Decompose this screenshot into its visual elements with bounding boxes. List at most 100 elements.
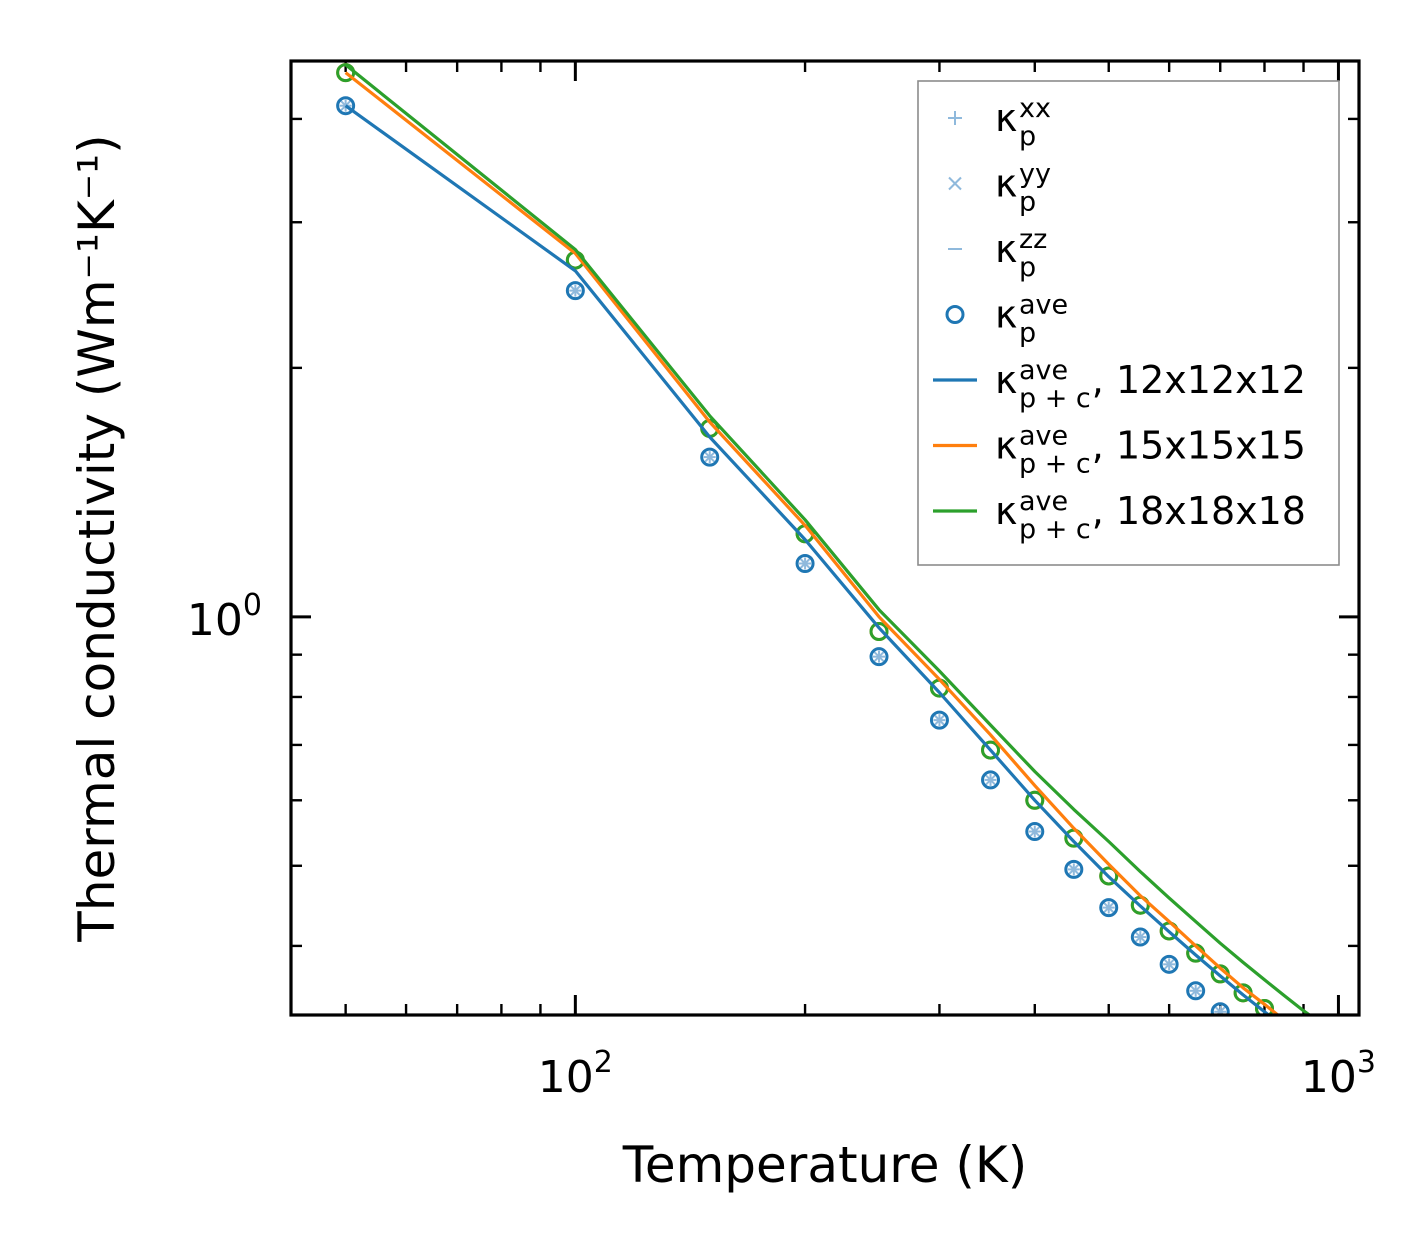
x-tick-label-base: 10 <box>1301 1052 1357 1103</box>
marker-kp_ave_18 <box>1254 999 1274 1015</box>
marker-kp_ave_12 <box>1064 859 1084 879</box>
marker-kp_ave_12 <box>1210 1002 1230 1015</box>
legend-label-subscript: p <box>1019 187 1036 218</box>
point-kp_ave_12 <box>1159 954 1179 974</box>
point-kp_ave_18 <box>1025 790 1045 810</box>
point-kp_ave_18 <box>981 740 1001 760</box>
minor-ticks <box>291 61 1359 1015</box>
marker-kp_ave_18 <box>981 740 1001 760</box>
line-kpc_ave_18 <box>344 63 1313 1015</box>
legend-label-subscript: p <box>1019 318 1036 349</box>
marker-kp-yy <box>1134 931 1147 943</box>
marker-kp_ave_18 <box>1025 790 1045 810</box>
y-tick-label: 100 <box>187 588 262 646</box>
marker-kp-yy <box>704 451 716 463</box>
point-kp_ave_18 <box>1254 999 1274 1015</box>
point-kp_ave_12 <box>1099 898 1119 918</box>
legend-box <box>917 80 1340 566</box>
legend-label-symbol: κ <box>995 424 1017 468</box>
y-axis-label: Thermal conductivity (Wm⁻¹K⁻¹) <box>68 134 126 942</box>
marker-kp_ave_12 <box>1130 927 1150 947</box>
point-kp_ave_12 <box>1064 859 1084 879</box>
series-kpc_ave_12 <box>344 104 1272 1015</box>
legend-label-superscript: yy <box>1019 159 1051 190</box>
legend-label-subscript: p <box>1019 252 1036 283</box>
marker-kp-yy <box>569 284 582 297</box>
legend-label-subscript: p + c <box>1019 514 1091 545</box>
legend-label-symbol: κ <box>995 96 1017 140</box>
point-kp_ave_18 <box>1099 866 1119 886</box>
marker-kp-yy <box>873 650 885 663</box>
marker-kp-yy <box>799 557 811 570</box>
series-kp_ave_12 <box>336 96 1230 1015</box>
marker-kp_ave_18 <box>869 621 889 641</box>
point-kp_ave_12 <box>795 554 815 574</box>
x-tick-label: 102 <box>538 1045 613 1103</box>
marker-kp-yy <box>1068 863 1080 876</box>
legend-label-subscript: p <box>1019 121 1036 152</box>
plot-frame <box>289 59 1361 1017</box>
marker-kp_ave_12 <box>981 770 1001 790</box>
legend-label-symbol: κ <box>995 293 1017 337</box>
legend-label-suffix: , 15x15x15 <box>1092 424 1306 468</box>
y-tick-label-base: 10 <box>187 595 243 646</box>
marker-kp_ave_12 <box>700 447 720 467</box>
marker-kp_ave_12 <box>1025 822 1045 842</box>
point-kp_ave_12 <box>1130 927 1150 947</box>
legend-marker-x <box>948 176 962 191</box>
marker-kp-yy <box>1215 1006 1226 1015</box>
point-kp_ave_12 <box>1210 1002 1230 1015</box>
legend-label-subscript: p + c <box>1019 383 1091 414</box>
marker-kp-yy <box>1103 901 1115 914</box>
x-tick-label-exponent: 3 <box>1357 1045 1376 1080</box>
legend-label-symbol: κ <box>995 227 1017 271</box>
marker-kp-yy <box>1029 825 1041 838</box>
point-kp_ave_12 <box>1025 822 1045 842</box>
x-tick-label: 103 <box>1301 1045 1376 1103</box>
series-kpc_ave_15 <box>344 71 1281 1015</box>
point-kp_ave_12 <box>700 447 720 467</box>
marker-kp_ave_12 <box>336 96 356 116</box>
point-kp_ave_12 <box>869 647 889 667</box>
marker-kp_ave_12 <box>929 710 949 730</box>
marker-kp-yy <box>984 774 997 786</box>
series-kpc_ave_18 <box>344 63 1313 1015</box>
line-kpc_ave_12 <box>344 104 1272 1015</box>
point-kp_ave_12 <box>1186 981 1206 1001</box>
x-axis-label: Temperature (K) <box>622 1136 1027 1194</box>
legend-label-superscript: ave <box>1019 486 1068 517</box>
legend-label-symbol: κ <box>995 358 1017 402</box>
legend-label-superscript: ave <box>1019 421 1068 452</box>
point-kp_ave_12 <box>565 281 585 301</box>
legend-label-superscript: ave <box>1019 290 1068 321</box>
marker-kp-yy <box>1189 985 1202 997</box>
x-tick-label-exponent: 2 <box>594 1045 613 1080</box>
marker-kp-yy <box>1163 958 1175 971</box>
marker-kp_ave_12 <box>565 281 585 301</box>
legend-entry-2: κ zzp <box>948 224 1047 283</box>
point-kp_ave_12 <box>981 770 1001 790</box>
marker-kp_ave_12 <box>795 554 815 574</box>
legend-label-superscript: ave <box>1019 355 1068 386</box>
legend-label-symbol: κ <box>995 162 1017 206</box>
legend-label-subscript: p + c <box>1019 449 1091 480</box>
legend-entry-1: κ yyp <box>948 159 1051 218</box>
legend-label-suffix: , 12x12x12 <box>1092 358 1306 402</box>
marker-kp-yy <box>933 714 946 726</box>
marker-kp_ave_12 <box>1159 954 1179 974</box>
line-kpc_ave_15 <box>344 71 1281 1015</box>
point-kp_ave_12 <box>929 710 949 730</box>
legend-marker-circle <box>945 305 965 324</box>
legend-label-superscript: xx <box>1019 93 1051 124</box>
major-ticks <box>291 61 1359 1015</box>
marker-kp_ave_12 <box>1099 898 1119 918</box>
legend-entry-0: κ xxp <box>948 93 1051 152</box>
marker-kp_ave_12 <box>869 647 889 667</box>
